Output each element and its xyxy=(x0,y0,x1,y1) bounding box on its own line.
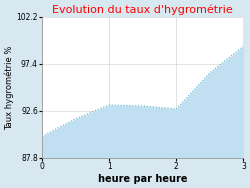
X-axis label: heure par heure: heure par heure xyxy=(98,174,188,184)
Title: Evolution du taux d'hygrométrie: Evolution du taux d'hygrométrie xyxy=(52,4,233,15)
Y-axis label: Taux hygrométrie %: Taux hygrométrie % xyxy=(4,45,14,130)
